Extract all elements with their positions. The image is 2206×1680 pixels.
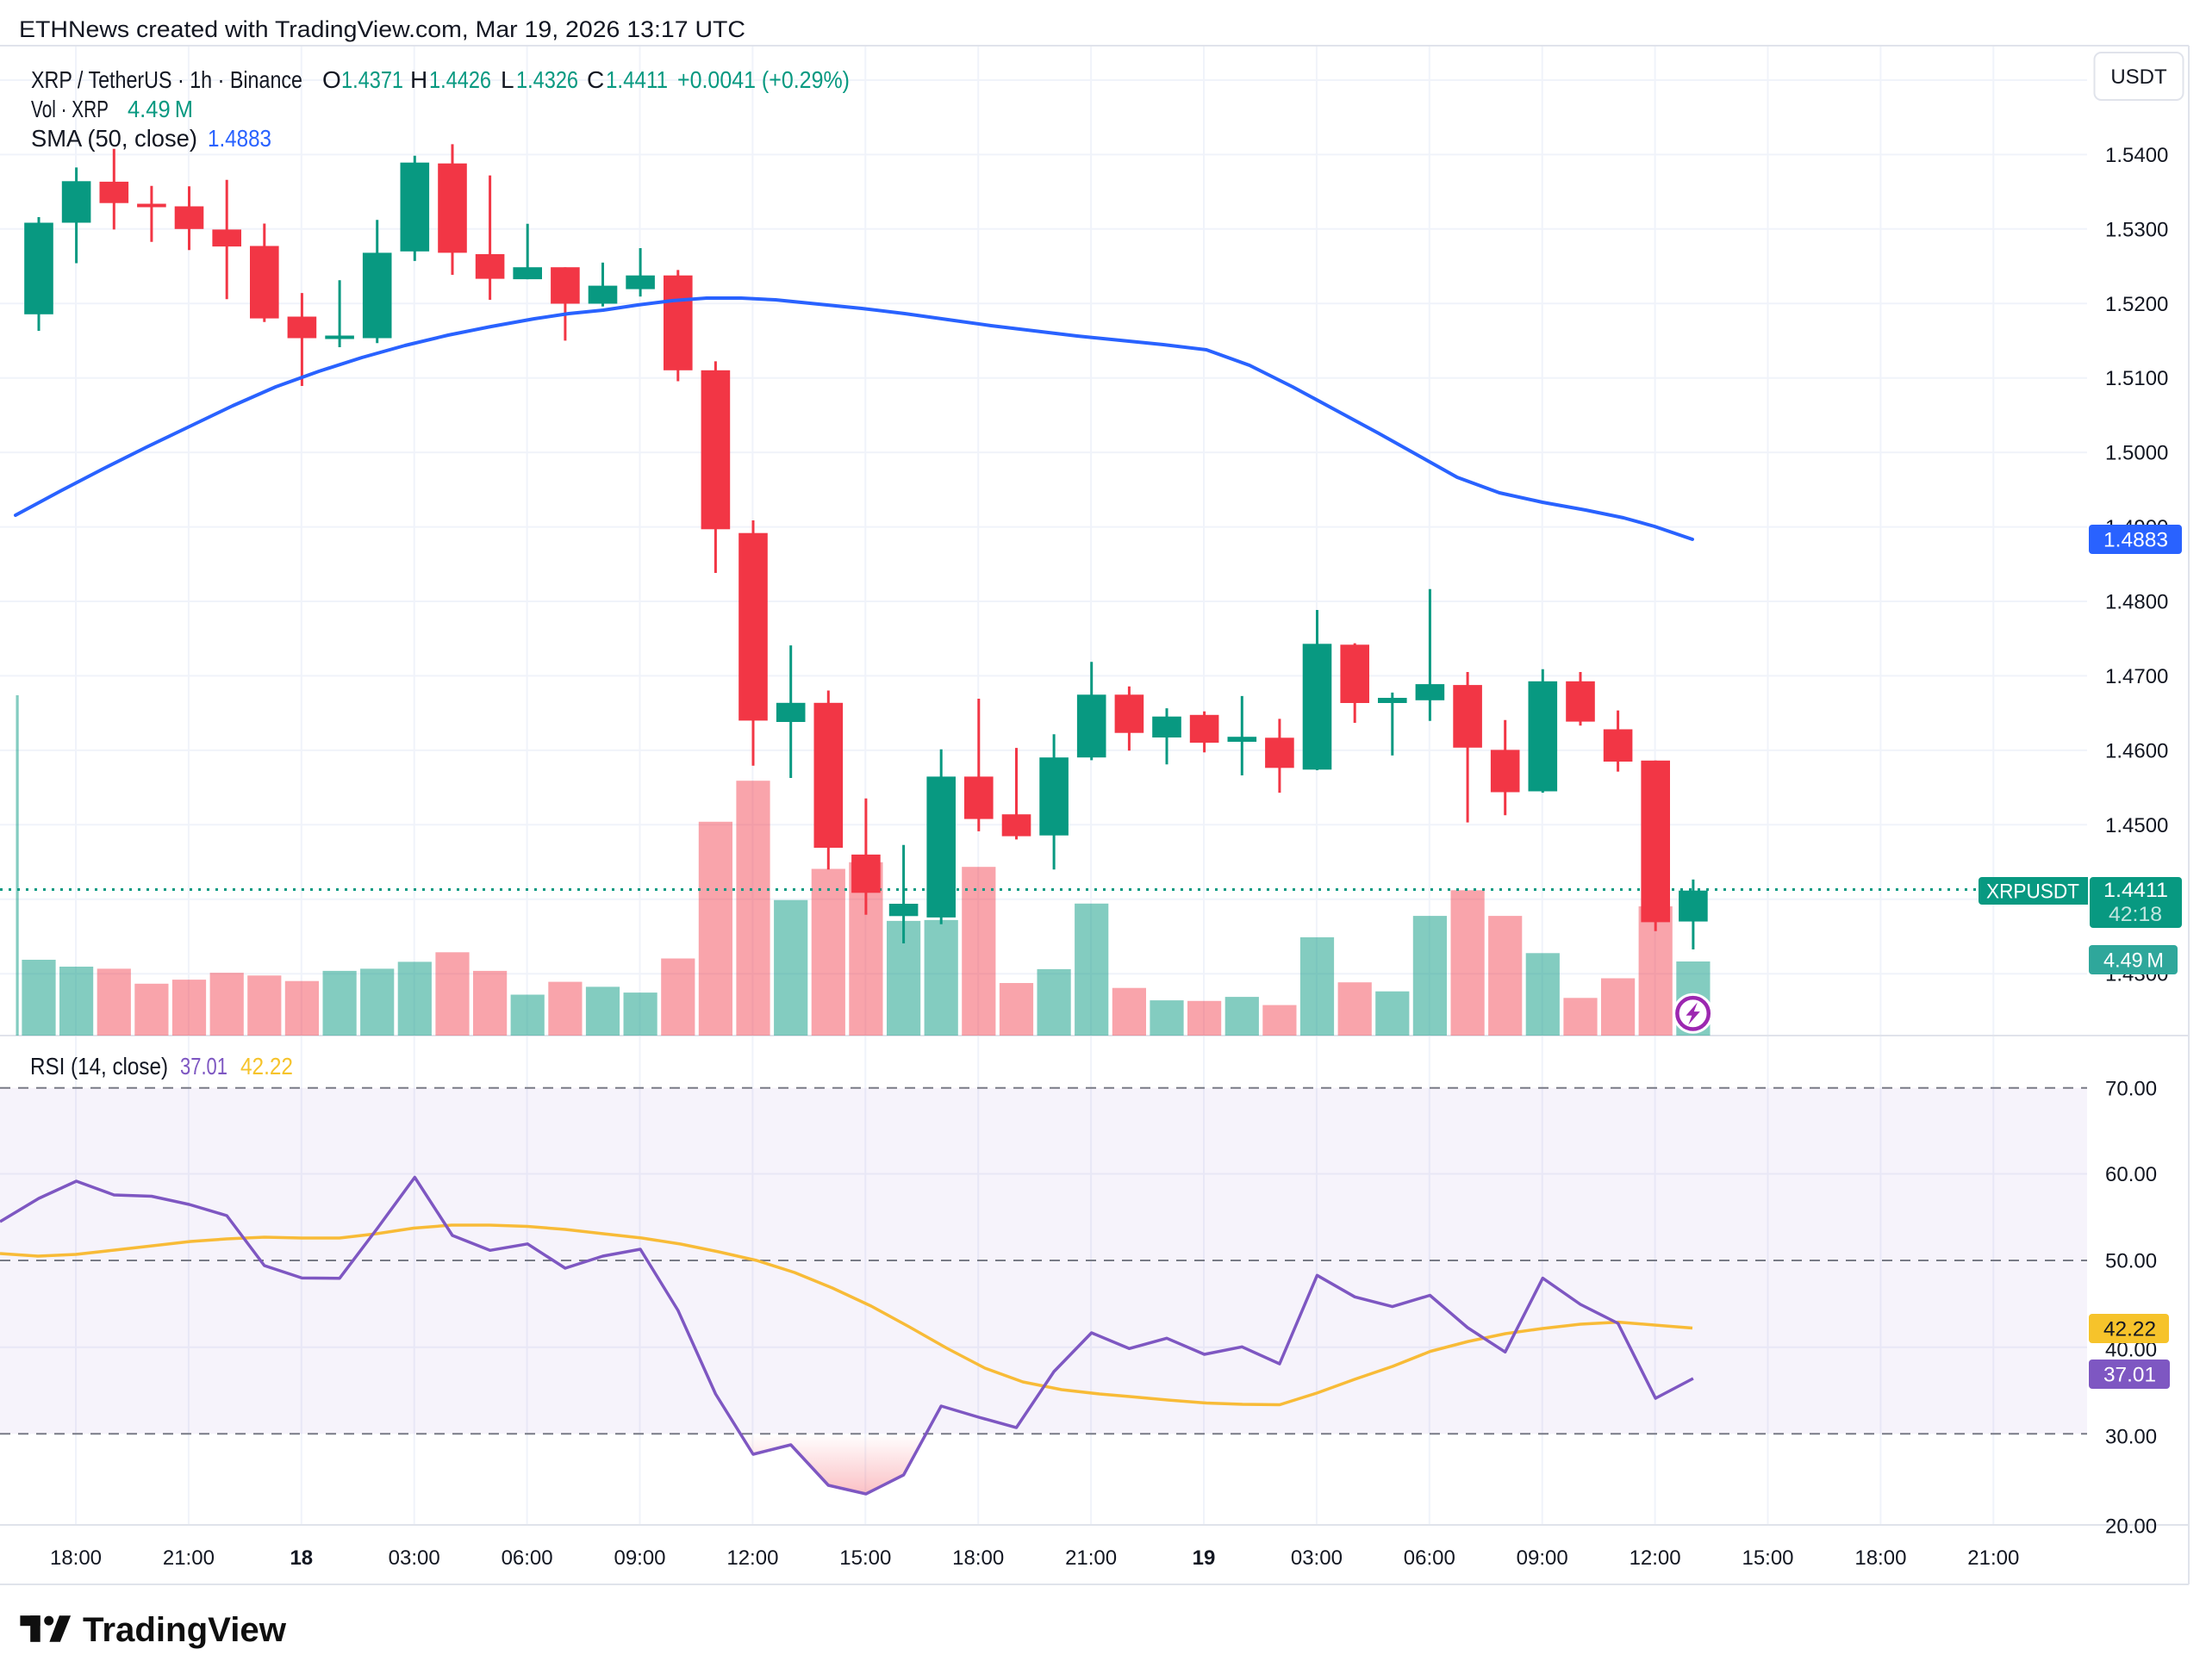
svg-text:42.22: 42.22 [2103, 1318, 2156, 1341]
svg-text:06:00: 06:00 [502, 1546, 553, 1570]
svg-text:1.5200: 1.5200 [2105, 293, 2168, 316]
svg-text:15:00: 15:00 [839, 1546, 891, 1570]
svg-text:1.5000: 1.5000 [2105, 442, 2168, 465]
svg-text:18:00: 18:00 [952, 1546, 1004, 1570]
svg-text:19: 19 [1193, 1546, 1216, 1570]
svg-text:4.49 M: 4.49 M [128, 96, 193, 122]
svg-text:18:00: 18:00 [50, 1546, 102, 1570]
svg-text:03:00: 03:00 [1291, 1546, 1343, 1570]
svg-text:1.4411: 1.4411 [2103, 879, 2168, 902]
svg-text:1.4411: 1.4411 [606, 66, 668, 93]
svg-text:12:00: 12:00 [726, 1546, 778, 1570]
svg-text:12:00: 12:00 [1630, 1546, 1681, 1570]
svg-text:70.00: 70.00 [2105, 1077, 2157, 1100]
svg-text:37.01: 37.01 [2103, 1364, 2156, 1387]
svg-text:ETHNews created with TradingVi: ETHNews created with TradingView.com, Ma… [19, 16, 745, 42]
svg-text:Vol · XRP: Vol · XRP [31, 96, 109, 122]
svg-text:4.49 M: 4.49 M [2103, 949, 2164, 973]
svg-text:21:00: 21:00 [163, 1546, 215, 1570]
svg-text:H: H [410, 66, 427, 93]
svg-text:09:00: 09:00 [614, 1546, 665, 1570]
svg-text:60.00: 60.00 [2105, 1163, 2157, 1186]
svg-text:RSI (14, close): RSI (14, close) [30, 1053, 168, 1080]
svg-text:1.4326: 1.4326 [516, 66, 578, 93]
svg-text:18:00: 18:00 [1854, 1546, 1906, 1570]
svg-text:1.5300: 1.5300 [2105, 218, 2168, 241]
svg-text:18: 18 [290, 1546, 313, 1570]
svg-text:03:00: 03:00 [389, 1546, 440, 1570]
svg-text:30.00: 30.00 [2105, 1425, 2157, 1448]
svg-text:1.4700: 1.4700 [2105, 665, 2168, 688]
svg-text:42:18: 42:18 [2109, 903, 2162, 926]
svg-text:XRPUSDT: XRPUSDT [1986, 880, 2079, 904]
svg-text:06:00: 06:00 [1404, 1546, 1455, 1570]
svg-text:O: O [322, 66, 341, 93]
svg-text:1.5400: 1.5400 [2105, 144, 2168, 167]
svg-text:USDT: USDT [2110, 65, 2167, 89]
svg-text:1.5100: 1.5100 [2105, 367, 2168, 390]
svg-text:1.4883: 1.4883 [208, 125, 271, 152]
svg-text:1.4371: 1.4371 [341, 66, 403, 93]
svg-text:1.4426: 1.4426 [429, 66, 491, 93]
svg-text:09:00: 09:00 [1517, 1546, 1568, 1570]
svg-text:C: C [587, 66, 604, 93]
svg-text:L: L [501, 66, 514, 93]
svg-text:XRP / TetherUS · 1h · Binance: XRP / TetherUS · 1h · Binance [31, 66, 302, 93]
svg-text:1.4600: 1.4600 [2105, 739, 2168, 762]
svg-text:42.22: 42.22 [240, 1053, 293, 1080]
svg-text:TradingView: TradingView [83, 1611, 287, 1649]
svg-text:1.4883: 1.4883 [2103, 529, 2168, 552]
svg-text:15:00: 15:00 [1742, 1546, 1793, 1570]
svg-text:50.00: 50.00 [2105, 1250, 2157, 1273]
svg-text:21:00: 21:00 [1967, 1546, 2019, 1570]
svg-text:37.01: 37.01 [180, 1053, 227, 1080]
svg-text:+0.0041 (+0.29%): +0.0041 (+0.29%) [677, 66, 850, 93]
svg-text:1.4800: 1.4800 [2105, 591, 2168, 614]
svg-text:SMA (50, close): SMA (50, close) [31, 125, 197, 152]
svg-text:21:00: 21:00 [1065, 1546, 1117, 1570]
svg-text:20.00: 20.00 [2105, 1515, 2157, 1539]
svg-text:1.4500: 1.4500 [2105, 814, 2168, 837]
